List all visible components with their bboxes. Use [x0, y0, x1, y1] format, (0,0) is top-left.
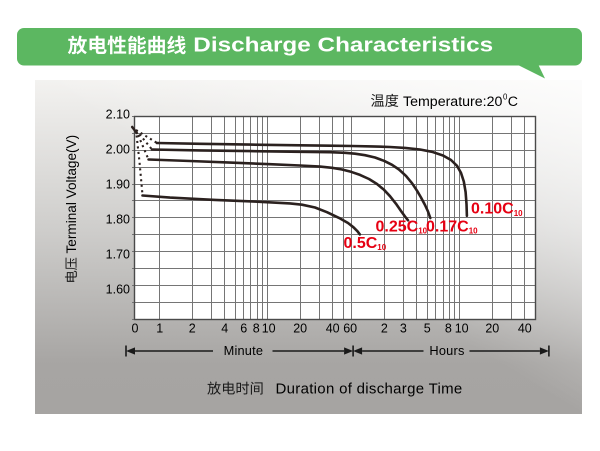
svg-text:1.90: 1.90	[106, 177, 130, 191]
svg-text:8: 8	[253, 322, 260, 336]
svg-text:Terminal Voltage(V): Terminal Voltage(V)	[64, 135, 79, 254]
svg-text:2.00: 2.00	[106, 142, 130, 156]
svg-text:10: 10	[455, 322, 469, 336]
svg-text:0.10C10: 0.10C10	[471, 201, 523, 218]
svg-text:Minute: Minute	[224, 343, 264, 358]
svg-text:10: 10	[262, 322, 276, 336]
svg-text:40: 40	[326, 322, 340, 336]
svg-text:2.10: 2.10	[106, 107, 130, 121]
svg-text:2: 2	[189, 322, 196, 336]
svg-text:Discharge Characteristics: Discharge Characteristics	[193, 34, 493, 56]
svg-text:20: 20	[485, 322, 499, 336]
svg-text:60: 60	[343, 322, 357, 336]
svg-text:4: 4	[221, 322, 228, 336]
svg-text:8: 8	[445, 322, 452, 336]
svg-text:0: 0	[132, 322, 139, 336]
svg-text:1.70: 1.70	[106, 247, 130, 261]
svg-text:40: 40	[518, 322, 532, 336]
svg-text:Duration of discharge Time: Duration of discharge Time	[276, 381, 463, 398]
svg-text:1.60: 1.60	[106, 282, 130, 296]
svg-text:0.25C10: 0.25C10	[376, 218, 428, 235]
svg-text:3: 3	[400, 322, 407, 336]
svg-text:0.17C10: 0.17C10	[426, 218, 478, 235]
svg-text:6: 6	[240, 322, 247, 336]
svg-text:1: 1	[156, 322, 163, 336]
svg-text:Temperature:200C: Temperature:200C	[403, 93, 518, 110]
svg-text:Hours: Hours	[429, 343, 464, 358]
svg-text:0.5C10: 0.5C10	[344, 235, 387, 252]
svg-text:5: 5	[424, 322, 431, 336]
svg-text:1.80: 1.80	[106, 212, 130, 226]
svg-text:20: 20	[293, 322, 307, 336]
svg-text:2: 2	[381, 322, 388, 336]
